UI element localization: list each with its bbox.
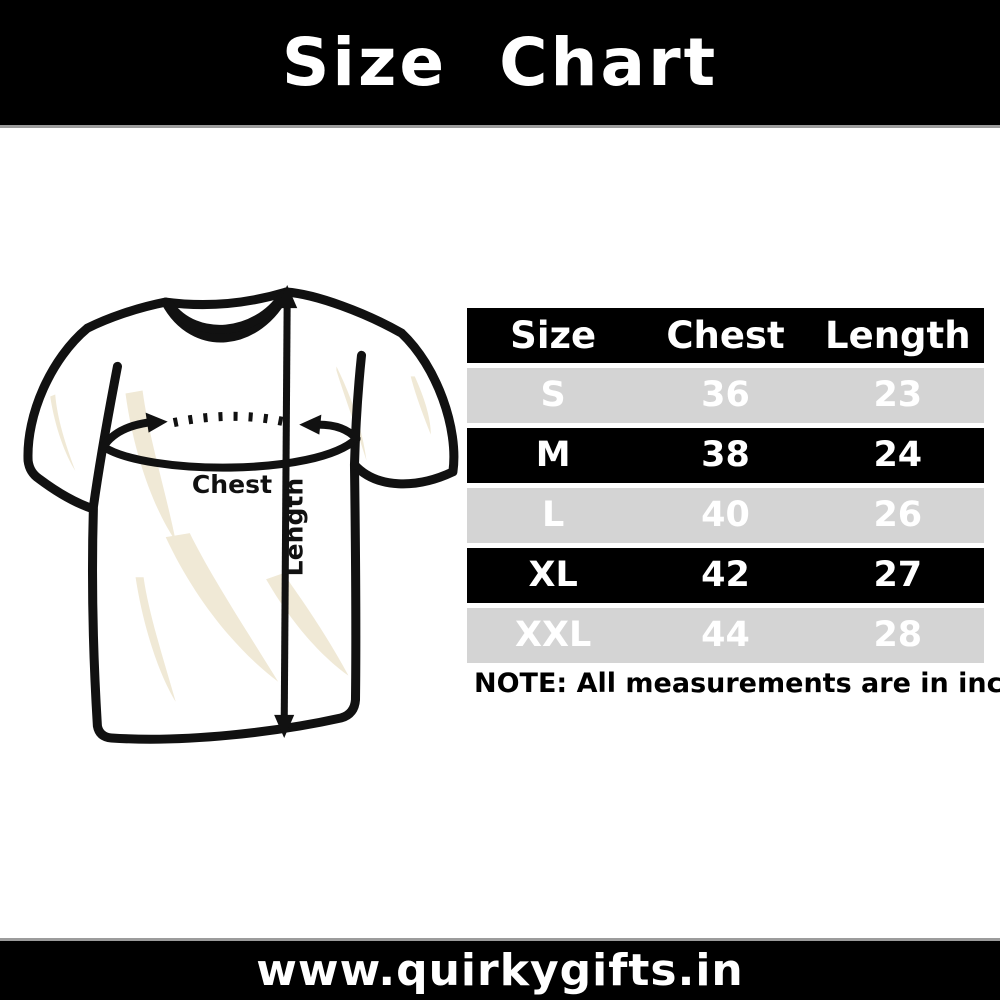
size-value: L — [542, 495, 565, 535]
chest-arrowheads — [145, 412, 322, 435]
website-url: www.quirkygifts.in — [256, 945, 744, 996]
collar-inner-arc — [165, 290, 288, 334]
table-row-xxl: XXL 44 28 — [467, 608, 984, 663]
footer-banner: www.quirkygifts.in — [0, 938, 1000, 1000]
table-row-s: S 36 23 — [467, 368, 984, 423]
length-label: Length — [279, 478, 308, 577]
length-value: 23 — [873, 375, 923, 415]
column-header-chest: Chest — [666, 314, 785, 357]
tshirt-outline — [23, 287, 459, 744]
header-banner: Size Chart — [0, 0, 1000, 128]
length-value: 27 — [873, 555, 923, 595]
chest-label: Chest — [192, 470, 272, 499]
length-measure-arrow — [274, 285, 298, 738]
chest-dotted-line — [172, 411, 294, 428]
chest-value: 40 — [701, 495, 750, 535]
length-value: 24 — [873, 435, 923, 475]
size-value: M — [535, 435, 571, 475]
size-table: Size Chest Length S 36 23 M 38 24 L 40 2… — [467, 308, 984, 663]
right-armhole-seam — [349, 350, 367, 470]
chest-value: 42 — [701, 555, 750, 595]
length-value: 28 — [873, 615, 923, 655]
column-header-length: Length — [825, 314, 971, 357]
tshirt-diagram: Chest Length — [23, 285, 459, 744]
chest-value: 38 — [701, 435, 750, 475]
size-value: XXL — [515, 615, 592, 655]
table-header-row: Size Chest Length — [467, 308, 984, 363]
note-text: NOTE: All measurements are in inches — [474, 668, 1000, 699]
length-value: 26 — [873, 495, 923, 535]
chest-value: 44 — [701, 615, 750, 655]
column-header-size: Size — [510, 314, 597, 357]
table-row-xl: XL 42 27 — [467, 548, 984, 603]
page-title: Size Chart — [281, 24, 719, 101]
table-row-m: M 38 24 — [467, 428, 984, 483]
table-row-l: L 40 26 — [467, 488, 984, 543]
chest-measure-arc — [99, 418, 361, 472]
size-value: XL — [528, 555, 578, 595]
chest-value: 36 — [701, 375, 750, 415]
size-value: S — [540, 375, 566, 415]
